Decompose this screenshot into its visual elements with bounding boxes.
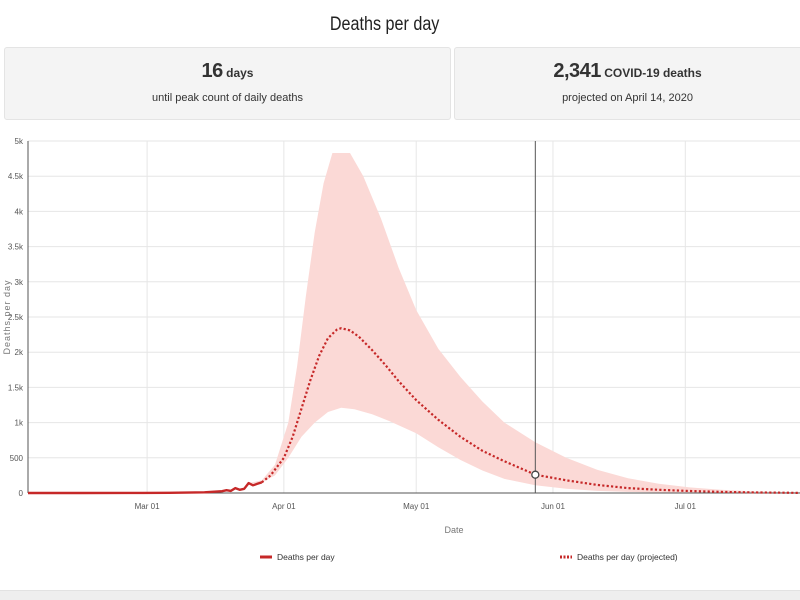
y-tick-label: 4k — [15, 207, 24, 216]
legend: Deaths per day Deaths per day (projected) — [260, 552, 678, 562]
x-tick-labels: Mar 01 Apr 01 May 01 Jun 01 Jul 01 — [135, 502, 697, 511]
footer-strip — [0, 590, 800, 600]
deaths-chart: 0 500 1k 1.5k 2k 2.5k 3k 3.5k 4k 4.5k 5k Mar 01 Apr… — [0, 125, 800, 600]
projected-deaths-card: 2,341 COVID-19 deaths projected on April… — [454, 47, 800, 120]
y-tick-label: 2k — [15, 348, 24, 357]
peak-days-value: 16 — [201, 60, 224, 82]
projected-deaths-line — [261, 327, 800, 494]
y-tick-label: 4.5k — [8, 172, 24, 181]
y-tick-labels: 0 500 1k 1.5k 2k 2.5k 3k 3.5k 4k 4.5k 5k — [8, 137, 24, 498]
y-tick-label: 3.5k — [8, 243, 24, 252]
x-tick-label: Apr 01 — [272, 502, 296, 511]
y-tick-label: 5k — [15, 137, 24, 146]
y-tick-label: 2.5k — [8, 313, 24, 322]
peak-days-card: 16 days until peak count of daily deaths — [4, 47, 451, 120]
peak-days-headline: 16 days — [5, 60, 450, 83]
legend-item[interactable]: Deaths per day — [260, 552, 335, 562]
y-axis-label: Deaths per day — [2, 279, 12, 354]
projected-deaths-unit: COVID-19 deaths — [604, 66, 702, 80]
y-tick-label: 500 — [10, 454, 24, 463]
x-tick-label: May 01 — [403, 502, 430, 511]
legend-label: Deaths per day (projected) — [577, 552, 678, 562]
legend-item[interactable]: Deaths per day (projected) — [560, 552, 678, 562]
x-axis-label: Date — [444, 525, 463, 535]
observed-deaths-line — [28, 481, 263, 495]
projected-deaths-caption: projected on April 14, 2020 — [562, 92, 693, 104]
y-tick-label: 1k — [15, 419, 24, 428]
peak-days-unit: days — [226, 66, 254, 80]
series-layer — [28, 327, 800, 495]
uncertainty-band — [248, 153, 800, 493]
y-tick-label: 1.5k — [8, 383, 24, 392]
x-tick-label: Mar 01 — [135, 502, 160, 511]
page-title: Deaths per day — [329, 14, 440, 35]
x-tick-label: Jun 01 — [541, 502, 566, 511]
peak-days-caption: until peak count of daily deaths — [151, 92, 304, 104]
y-tick-label: 3k — [15, 278, 24, 287]
projected-deaths-headline: 2,341 COVID-19 deaths — [455, 60, 800, 83]
today-marker-dot[interactable] — [531, 470, 540, 479]
y-tick-label: 0 — [19, 489, 24, 498]
deaths-chart-svg: 0 500 1k 1.5k 2k 2.5k 3k 3.5k 4k 4.5k 5k Mar 01 Apr… — [2, 137, 800, 562]
x-tick-label: Jul 01 — [675, 502, 697, 511]
legend-label: Deaths per day — [277, 552, 335, 562]
projected-deaths-value: 2,341 — [553, 60, 601, 82]
